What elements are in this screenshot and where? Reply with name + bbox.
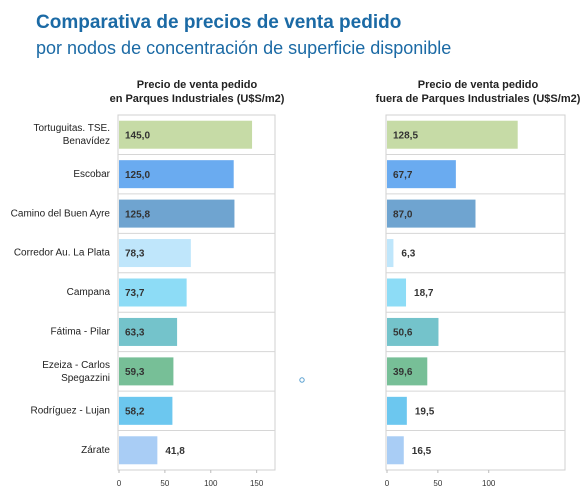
- value-label: 67,7: [393, 170, 413, 181]
- plot-frame: [385, 114, 566, 471]
- value-label: 63,3: [125, 328, 145, 339]
- bar: [119, 436, 158, 465]
- value-label: 145,0: [125, 130, 150, 141]
- x-tick-label: 150: [250, 479, 264, 488]
- value-label: 125,8: [125, 209, 150, 220]
- plot-frame: [117, 114, 276, 471]
- category-label: Corredor Au. La Plata: [14, 248, 111, 259]
- value-label: 50,6: [393, 328, 413, 339]
- x-tick-label: 50: [160, 479, 169, 488]
- category-label: Zárate: [81, 445, 110, 456]
- category-label: Escobar: [73, 169, 110, 180]
- value-label: 16,5: [412, 446, 432, 457]
- category-label: Rodríguez - Lujan: [31, 405, 111, 416]
- bar: [119, 278, 187, 307]
- bar: [119, 396, 173, 425]
- bar: [119, 317, 178, 346]
- bar: [387, 278, 407, 307]
- value-label: 41,8: [165, 446, 185, 457]
- bar: [387, 396, 407, 425]
- value-label: 73,7: [125, 288, 145, 299]
- bar: [119, 357, 174, 386]
- bar: [387, 317, 439, 346]
- x-tick-label: 100: [482, 479, 496, 488]
- panel-title: fuera de Parques Industriales (U$S/m2): [376, 93, 581, 105]
- value-label: 78,3: [125, 249, 145, 260]
- bar: [119, 160, 234, 189]
- decoration: [299, 377, 305, 383]
- value-label: 58,2: [125, 406, 145, 417]
- category-label: Camino del Buen Ayre: [11, 208, 111, 219]
- bar: [387, 239, 394, 268]
- page-subtitle: por nodos de concentración de superficie…: [36, 38, 451, 58]
- panel-title: Precio de venta pedido: [418, 79, 539, 91]
- bar: [387, 436, 404, 465]
- value-label: 125,0: [125, 170, 150, 181]
- value-label: 39,6: [393, 367, 413, 378]
- bar: [387, 199, 476, 228]
- panel-title: en Parques Industriales (U$S/m2): [110, 93, 285, 105]
- bar: [119, 239, 191, 268]
- x-tick-label: 100: [204, 479, 218, 488]
- bar: [119, 120, 253, 149]
- value-label: 87,0: [393, 209, 413, 220]
- value-label: 128,5: [393, 130, 418, 141]
- value-label: 6,3: [401, 249, 415, 260]
- value-label: 18,7: [414, 288, 434, 299]
- value-label: 59,3: [125, 367, 145, 378]
- category-label: Fátima - Pilar: [51, 327, 111, 338]
- page-title: Comparativa de precios de venta pedido: [36, 12, 401, 33]
- bar: [387, 120, 518, 149]
- value-label: 19,5: [415, 406, 435, 417]
- category-label: Ezeiza - Carlos Spegazzini: [42, 360, 110, 384]
- bar: [387, 357, 428, 386]
- bar: [119, 199, 235, 228]
- category-label: Campana: [67, 287, 111, 298]
- x-tick-label: 50: [433, 479, 442, 488]
- panel-title: Precio de venta pedido: [137, 79, 258, 91]
- bar: [387, 160, 456, 189]
- category-label: Tortuguitas. TSE. Benavídez: [33, 123, 110, 147]
- x-tick-label: 0: [385, 479, 390, 488]
- x-tick-label: 0: [117, 479, 122, 488]
